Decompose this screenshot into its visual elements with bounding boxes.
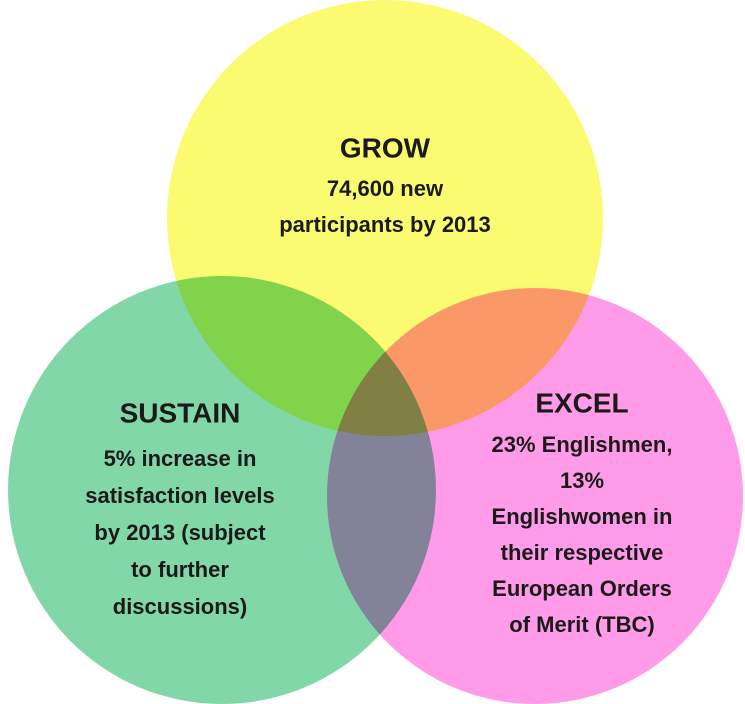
circle-title: EXCEL [535,387,628,418]
sustain-circle [8,276,436,704]
circle-text: 23% Englishmen, [492,432,673,457]
circle-text: of Merit (TBC) [509,612,654,637]
circle-text: their respective [501,540,664,565]
circle-text: European Orders [492,576,672,601]
circle-text: to further [131,557,229,582]
circles [8,0,743,704]
circle-title: SUSTAIN [120,397,241,428]
circle-text: 74,600 new [327,176,444,201]
labels: GROW 74,600 new participants by 2013 SUSTAI… [85,132,672,636]
excel-circle [327,288,743,704]
circle-text: 13% [560,468,604,493]
circle-text: participants by 2013 [279,212,491,237]
circle-text: discussions) [113,594,247,619]
circle-text: 5% increase in [104,446,257,471]
circle-text: by 2013 (subject [94,520,266,545]
circle-text: Englishwomen in [492,504,673,529]
circle-title: GROW [340,132,431,163]
circle-text: satisfaction levels [85,483,275,508]
